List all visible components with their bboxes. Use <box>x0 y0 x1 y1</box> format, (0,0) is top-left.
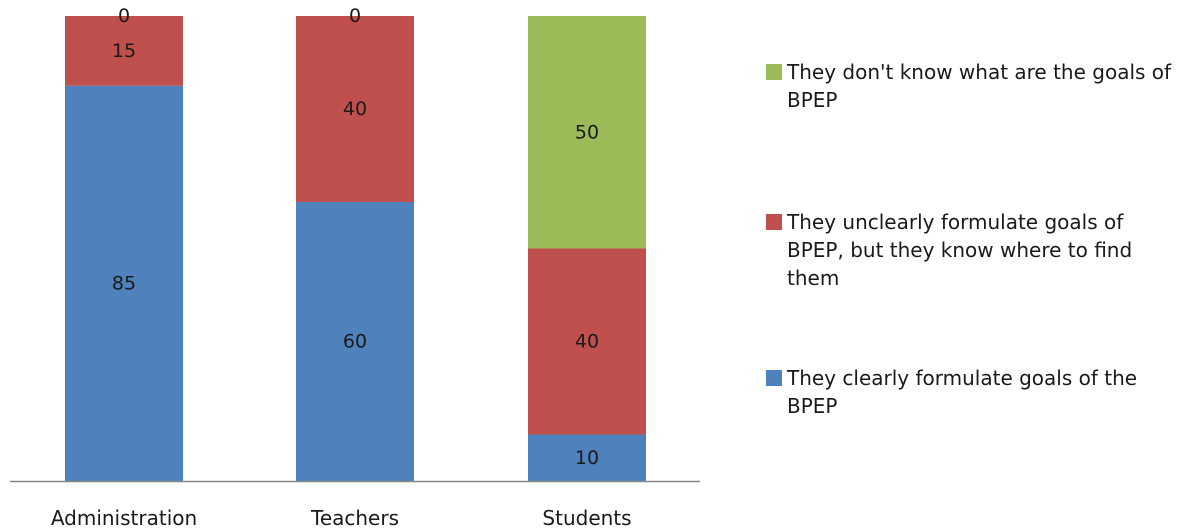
data-label-students-series-1: 40 <box>575 331 599 353</box>
data-labels-group: 85 15 0 60 40 0 10 40 50 <box>112 5 599 469</box>
bar-teachers-series-1 <box>296 16 414 202</box>
legend-swatch <box>766 64 782 80</box>
legend-swatch <box>766 214 782 230</box>
legend-label: They don't know what are the goals of BP… <box>787 60 1172 112</box>
data-label-teachers-series-1: 40 <box>343 98 367 120</box>
data-label-administration-series-1: 15 <box>112 40 136 62</box>
bar-administration-series-0 <box>65 85 183 481</box>
category-labels-group: Administration Teachers Students <box>51 506 632 530</box>
legend-item-series-0: They clearly formulate goals of the BPEP <box>766 364 1175 420</box>
category-label-teachers: Teachers <box>310 506 399 530</box>
legend-label: They unclearly formulate goals of BPEP, … <box>787 210 1133 290</box>
legend-swatch <box>766 370 782 386</box>
category-label-administration: Administration <box>51 506 197 530</box>
data-label-students-series-2: 50 <box>575 121 599 143</box>
bar-teachers-series-0 <box>296 202 414 481</box>
data-label-administration-series-0: 85 <box>112 272 136 294</box>
bar-students-series-0 <box>528 434 646 481</box>
stacked-bar-chart: 85 15 0 60 40 0 10 40 50 Administration Teachers S… <box>10 5 700 530</box>
data-label-students-series-0: 10 <box>575 447 599 469</box>
bars-group <box>65 16 646 481</box>
legend-label: They clearly formulate goals of the BPEP <box>787 366 1138 418</box>
bar-administration-series-1 <box>65 16 183 86</box>
data-label-teachers-series-2: 0 <box>349 5 361 27</box>
legend-item-series-2: They don't know what are the goals of BP… <box>766 58 1175 114</box>
bar-students-series-1 <box>528 248 646 435</box>
legend-item-series-1: They unclearly formulate goals of BPEP, … <box>766 208 1175 292</box>
category-label-students: Students <box>542 506 631 530</box>
data-label-teachers-series-0: 60 <box>343 331 367 353</box>
data-label-administration-series-2: 0 <box>118 5 130 27</box>
bar-students-series-2 <box>528 16 646 249</box>
